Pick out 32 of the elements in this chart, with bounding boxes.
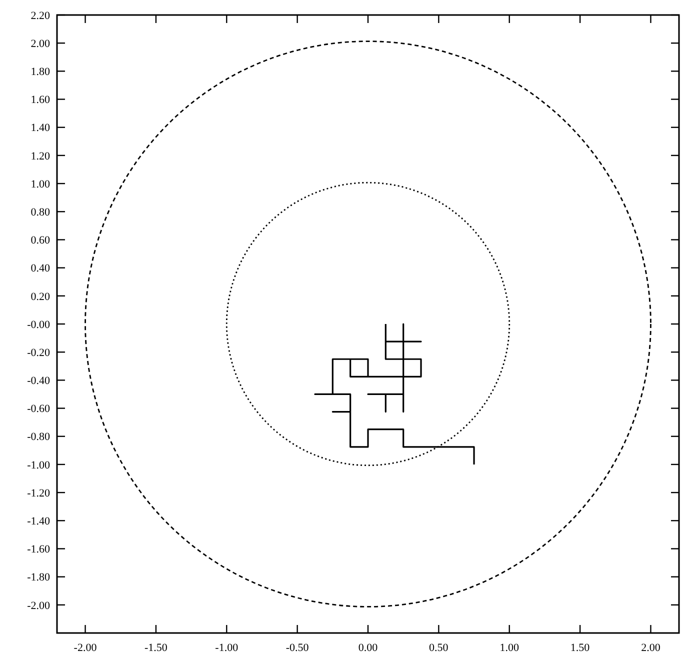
x-tick-label: -2.00 bbox=[74, 642, 98, 654]
y-tick-label: 1.80 bbox=[30, 66, 50, 78]
y-tick-label: 1.60 bbox=[30, 94, 50, 106]
y-tick-label: -1.60 bbox=[27, 544, 50, 556]
x-tick-label: -0.50 bbox=[286, 642, 310, 654]
y-tick-label: -0.00 bbox=[27, 318, 50, 331]
y-tick-label: -0.80 bbox=[27, 431, 50, 444]
x-tick-label: 1.00 bbox=[500, 642, 520, 654]
y-tick-label: -1.80 bbox=[27, 572, 50, 584]
y-tick-label: 1.40 bbox=[30, 122, 50, 134]
y-tick-label: 1.20 bbox=[30, 150, 50, 162]
y-tick-label: 0.20 bbox=[30, 290, 50, 303]
line-series bbox=[314, 323, 475, 466]
x-tick-label: 0.00 bbox=[358, 642, 378, 654]
y-tick-label: -0.20 bbox=[27, 346, 50, 359]
y-tick-label: 0.60 bbox=[30, 234, 50, 247]
y-tick-label: 0.80 bbox=[30, 206, 50, 218]
y-tick-label: -1.40 bbox=[27, 515, 50, 528]
y-tick-label: -2.00 bbox=[27, 600, 50, 612]
x-tick-label: 2.00 bbox=[641, 642, 661, 654]
y-tick-label: -0.60 bbox=[27, 403, 50, 416]
x-tick-label: -1.50 bbox=[144, 642, 168, 654]
y-tick-label: 1.00 bbox=[30, 178, 50, 190]
y-tick-label: 2.20 bbox=[30, 10, 50, 22]
x-tick-label: 0.50 bbox=[429, 642, 449, 654]
x-tick-label: -1.00 bbox=[215, 642, 239, 654]
y-tick-label: 0.40 bbox=[30, 262, 50, 275]
y-tick-label: 2.00 bbox=[30, 38, 50, 50]
x-tick-label: 1.50 bbox=[570, 642, 590, 654]
y-tick-label: -1.20 bbox=[27, 487, 50, 500]
y-tick-label: -1.00 bbox=[27, 459, 50, 472]
y-tick-label: -0.40 bbox=[27, 375, 50, 388]
